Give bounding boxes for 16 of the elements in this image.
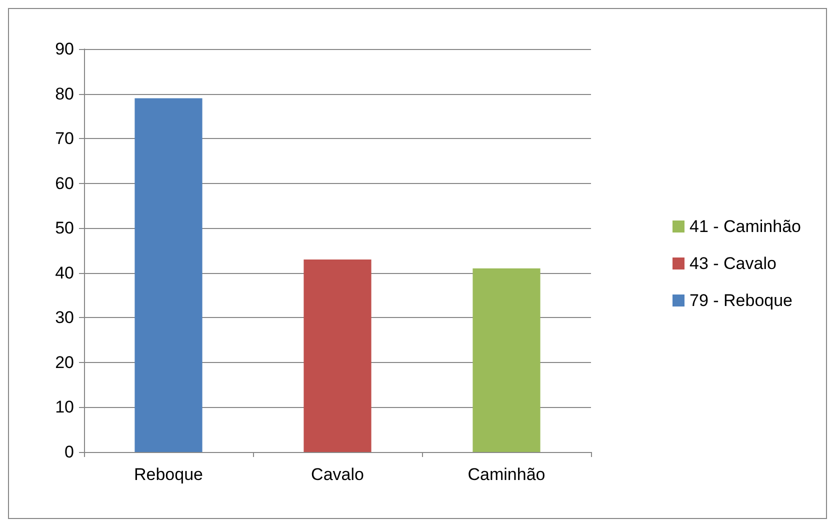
y-tick-label: 50 — [55, 218, 74, 238]
x-tick-label: Reboque — [134, 465, 204, 484]
legend-label: 41 - Caminhão — [689, 217, 802, 236]
y-tick-label: 60 — [55, 174, 74, 193]
y-tick-label: 30 — [55, 308, 74, 328]
y-tick-label: 20 — [55, 352, 74, 372]
legend-label: 43 - Cavalo — [689, 254, 776, 273]
y-tick-label: 90 — [55, 40, 74, 58]
y-tick-label: 10 — [55, 398, 74, 417]
y-tick-label: 70 — [55, 129, 74, 148]
x-tick-label: Cavalo — [311, 465, 364, 484]
y-tick-label: 40 — [55, 263, 74, 282]
x-tick-label: Caminhão — [468, 465, 546, 484]
legend-label: 79 - Reboque — [689, 291, 793, 310]
y-tick-label: 80 — [55, 84, 74, 104]
y-tick-label: 0 — [64, 442, 74, 462]
